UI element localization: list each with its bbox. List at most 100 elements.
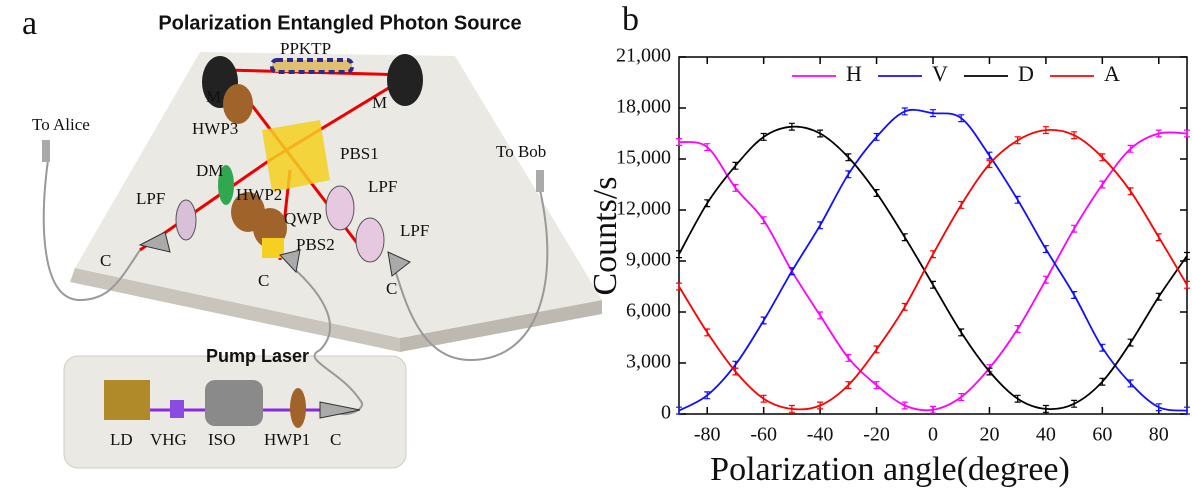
panel-label: a — [22, 5, 37, 42]
x-tick-label: 80 — [1149, 424, 1169, 446]
vhg — [170, 400, 184, 418]
error-bar — [817, 129, 824, 138]
y-tick-label: 18,000 — [616, 96, 671, 118]
error-bar — [732, 367, 739, 376]
error-bar — [676, 406, 682, 415]
error-bar — [704, 199, 711, 208]
legend-label: A — [1104, 61, 1120, 86]
y-tick-label: 15,000 — [616, 147, 671, 169]
x-tick-label: -60 — [750, 424, 777, 446]
isolator — [205, 380, 263, 426]
component-label: C — [258, 271, 269, 290]
error-bar — [732, 161, 739, 170]
x-tick-label: -20 — [863, 424, 890, 446]
panel-label: b — [622, 1, 639, 38]
diagram-title: Polarization Entangled Photon Source — [158, 12, 521, 34]
error-bar — [1155, 233, 1162, 242]
component-label: HWP3 — [192, 119, 238, 138]
filter — [325, 185, 355, 231]
error-bar — [845, 170, 852, 179]
error-bar — [704, 143, 711, 152]
legend-label: V — [932, 61, 948, 86]
y-tick-label: 9,000 — [626, 249, 671, 271]
component-label: HWP1 — [264, 430, 310, 449]
x-axis-title: Polarization angle(degree) — [710, 451, 1070, 488]
component-label: C — [100, 251, 111, 270]
error-bar — [1099, 343, 1106, 352]
component-label: To Bob — [496, 142, 546, 161]
error-bar — [1042, 275, 1049, 284]
x-tick-label: 40 — [1036, 424, 1056, 446]
error-bar — [1155, 129, 1162, 138]
error-bar — [1155, 292, 1162, 301]
error-bar — [1071, 399, 1078, 408]
x-tick-label: 20 — [979, 424, 999, 446]
filter — [175, 199, 197, 241]
y-axis-title: Counts/s — [587, 176, 624, 295]
error-bar — [676, 138, 682, 146]
coupler — [319, 401, 361, 419]
error-bar — [1071, 131, 1078, 140]
error-bar — [1071, 224, 1078, 233]
component-label: LPF — [136, 189, 165, 208]
component-label: Pump Laser — [206, 346, 309, 366]
error-bar — [1127, 379, 1134, 388]
panel-a: a Polarization Entangled Photon Source — [22, 5, 602, 469]
error-bar — [760, 316, 767, 325]
legend-label: H — [846, 61, 862, 86]
y-tick-label: 12,000 — [616, 198, 671, 220]
waveplate — [223, 84, 253, 124]
error-bar — [1099, 180, 1106, 189]
fiber — [42, 159, 141, 302]
error-bar — [1014, 394, 1021, 403]
fiber-connector — [536, 170, 544, 192]
error-bar — [760, 216, 767, 225]
error-bar — [986, 151, 993, 160]
component-label: LPF — [368, 177, 397, 196]
error-bar — [1099, 377, 1106, 386]
error-bar — [1042, 245, 1049, 254]
crystal — [270, 58, 354, 74]
error-bar — [1127, 338, 1134, 347]
error-bar — [732, 183, 739, 192]
component-label: M — [372, 93, 387, 112]
error-bar — [930, 280, 936, 289]
y-tick-label: 0 — [661, 402, 671, 424]
component-label: LD — [110, 430, 133, 449]
error-bar — [930, 250, 936, 259]
error-bar — [1099, 153, 1106, 162]
error-bar — [1127, 187, 1134, 196]
error-bar — [845, 381, 852, 390]
fit-line — [678, 131, 1188, 412]
error-bar — [788, 404, 795, 413]
error-bar — [788, 122, 795, 131]
component-label: HWP2 — [236, 185, 282, 204]
error-bar — [986, 367, 993, 376]
error-bar — [901, 233, 908, 242]
y-tick-label: 21,000 — [616, 45, 671, 67]
beam-splitter — [262, 238, 284, 258]
error-bar — [901, 107, 908, 116]
waveplate — [290, 388, 306, 428]
error-bar — [704, 391, 711, 400]
coupler — [279, 249, 301, 274]
error-bar — [930, 109, 936, 118]
error-bar — [1155, 403, 1162, 412]
error-bar — [1184, 251, 1190, 260]
error-bar — [1184, 280, 1190, 289]
error-bar — [704, 328, 711, 337]
component-label: C — [386, 279, 397, 298]
x-tick-label: 60 — [1092, 424, 1112, 446]
error-bar — [873, 345, 880, 354]
fit-line — [678, 108, 1188, 412]
filter — [355, 217, 385, 263]
fiber-connector — [42, 140, 50, 162]
component-label: M — [206, 87, 221, 106]
component-label: C — [330, 430, 341, 449]
platform-side — [70, 268, 400, 352]
component-label: To Alice — [32, 115, 90, 134]
coupler — [138, 231, 171, 253]
component-label: QWP — [284, 209, 322, 228]
